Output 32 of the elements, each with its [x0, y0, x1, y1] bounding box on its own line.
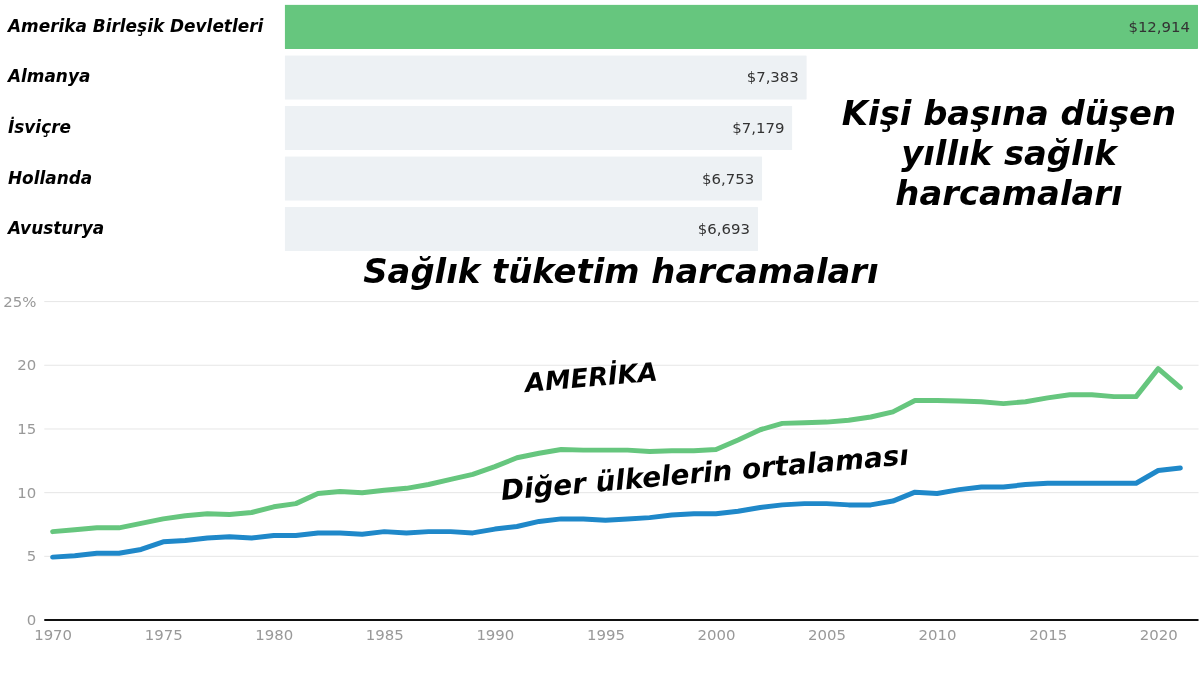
x-tick-label: 1995: [586, 625, 625, 644]
chart-title: Sağlık tüketim harcamaları: [363, 252, 879, 292]
data-label: $12,914: [1128, 17, 1191, 36]
y-tick-label: Avusturya: [5, 218, 105, 239]
bar: [284, 4, 1199, 50]
text: Kişi başına düşen yıllık sağlık harcamaları: [841, 93, 1177, 213]
series-label: Diğer ülkelerin ortalaması: [499, 438, 911, 507]
x-tick-label: 2020: [1139, 625, 1178, 644]
x-tick-label: 1985: [365, 625, 404, 644]
y-tick-label: 15: [17, 419, 37, 438]
y-tick-label: Amerika Birleşik Devletleri: [5, 15, 264, 36]
x-tick-label: 2005: [808, 625, 846, 644]
y-tick-label: 5: [26, 547, 37, 566]
data-label: $6,753: [702, 169, 755, 188]
x-tick-label: 1980: [255, 625, 294, 644]
y-tick-label: Almanya: [5, 66, 91, 87]
x-tick-label: 2015: [1029, 625, 1068, 644]
x-tick-label: 1990: [476, 625, 515, 644]
x-tick-label: 1970: [34, 625, 73, 644]
y-tick-label: 10: [17, 483, 37, 502]
y-tick-label: İsviçre: [7, 115, 71, 137]
y-tick-label: Hollanda: [7, 167, 93, 188]
text: AMERİKA: [521, 355, 659, 399]
x-tick-label: 2010: [918, 625, 957, 644]
x-tick-label: 1975: [144, 625, 183, 644]
x-tick-label: 2000: [697, 625, 736, 644]
data-label: $7,383: [746, 68, 799, 87]
data-label: $6,693: [697, 220, 751, 239]
data-label: $7,179: [732, 118, 785, 137]
y-tick-label: 0: [26, 610, 37, 629]
y-tick-label: 25%: [3, 292, 37, 311]
y-tick-label: 20: [17, 356, 37, 375]
